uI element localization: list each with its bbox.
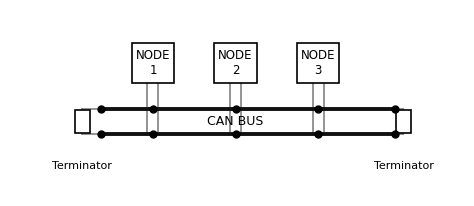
Text: Terminator: Terminator	[53, 161, 112, 171]
Text: NODE
2: NODE 2	[219, 49, 253, 77]
Bar	[214, 43, 257, 83]
Bar	[297, 43, 339, 83]
Text: CAN BUS: CAN BUS	[208, 115, 264, 128]
Bar	[396, 110, 411, 133]
Bar	[132, 43, 174, 83]
Text: NODE
3: NODE 3	[301, 49, 336, 77]
Bar	[75, 110, 90, 133]
Text: NODE
1: NODE 1	[136, 49, 170, 77]
Text: Terminator: Terminator	[374, 161, 433, 171]
